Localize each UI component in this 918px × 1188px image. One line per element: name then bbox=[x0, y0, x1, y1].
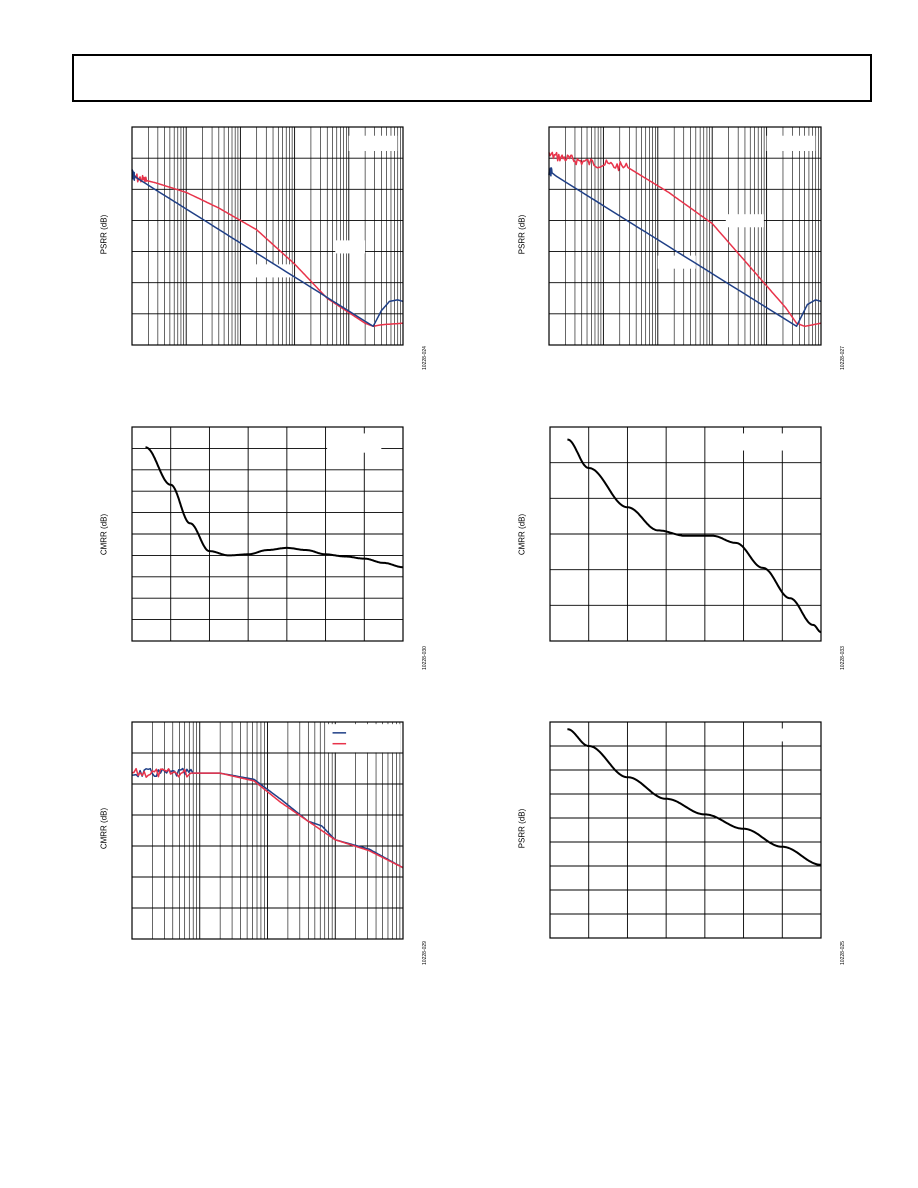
label-patch bbox=[766, 135, 816, 151]
figure-id: 10228-030 bbox=[422, 646, 428, 670]
label-patch bbox=[745, 728, 789, 742]
cmrr-chart-1 bbox=[131, 426, 404, 642]
y-axis-label: PSRR (dB) bbox=[517, 214, 527, 255]
psrr-chart-1 bbox=[131, 126, 404, 346]
plot-area bbox=[549, 426, 822, 642]
series-line bbox=[145, 446, 404, 569]
label-patch bbox=[348, 135, 398, 151]
plot-frame bbox=[549, 721, 822, 939]
plot-area bbox=[131, 721, 404, 940]
series-line bbox=[567, 438, 822, 634]
plot-frame bbox=[131, 426, 404, 642]
cmrr-chart-2 bbox=[549, 426, 822, 642]
figure-id: 10228-033 bbox=[840, 646, 846, 670]
label-patch bbox=[327, 433, 382, 453]
plot-area bbox=[548, 126, 822, 346]
figure-id: 10228-029 bbox=[422, 941, 428, 965]
plot-area bbox=[131, 426, 404, 642]
y-axis-label: PSRR (dB) bbox=[99, 214, 109, 255]
label-patch bbox=[725, 214, 764, 228]
series-line bbox=[131, 172, 404, 328]
label-patch bbox=[739, 433, 794, 451]
page-header-box bbox=[72, 54, 872, 102]
plot-frame bbox=[131, 126, 404, 346]
y-axis-label: PSRR (dB) bbox=[517, 808, 527, 849]
series-line bbox=[567, 728, 821, 866]
series-line bbox=[548, 167, 822, 328]
y-axis-label: CMRR (dB) bbox=[517, 513, 527, 556]
series-line bbox=[131, 767, 404, 869]
figure-id: 10228-027 bbox=[840, 346, 846, 370]
label-patch bbox=[335, 240, 366, 254]
label-patch bbox=[253, 264, 292, 278]
series-line bbox=[548, 151, 822, 328]
series-line bbox=[131, 168, 404, 328]
plot-area bbox=[549, 721, 822, 939]
psrr-chart-3 bbox=[549, 721, 822, 939]
label-patch bbox=[657, 255, 696, 269]
figure-id: 10228-025 bbox=[840, 941, 846, 965]
plot-frame bbox=[549, 426, 822, 642]
plot-area bbox=[131, 126, 404, 346]
cmrr-chart-3 bbox=[131, 721, 404, 940]
figure-id: 10228-024 bbox=[422, 346, 428, 370]
y-axis-label: CMRR (dB) bbox=[99, 513, 109, 556]
plot-frame bbox=[548, 126, 822, 346]
psrr-chart-2 bbox=[548, 126, 822, 346]
y-axis-label: CMRR (dB) bbox=[99, 807, 109, 850]
plot-frame bbox=[131, 721, 404, 940]
legend-box bbox=[327, 724, 401, 753]
